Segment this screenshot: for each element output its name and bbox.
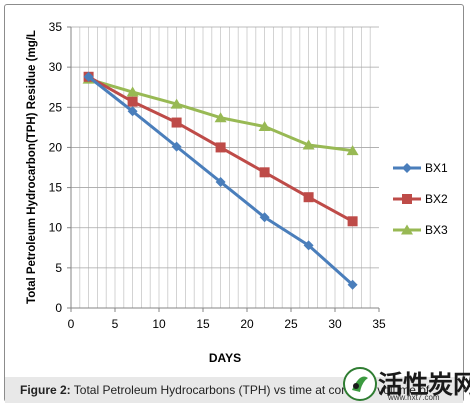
- watermark-url: www.hxt7.com: [388, 393, 440, 402]
- y-tick-label: 0: [55, 301, 62, 315]
- series-bx1: [83, 71, 358, 290]
- legend-item-bx2: BX2: [393, 192, 448, 206]
- data-point-bx2: [303, 192, 314, 203]
- y-tick-label: 30: [49, 60, 63, 74]
- x-tick-label: 30: [328, 317, 342, 331]
- x-tick-label: 5: [112, 317, 119, 331]
- data-point-bx3: [302, 139, 315, 150]
- legend-label-bx1: BX1: [425, 161, 448, 175]
- data-point-bx1: [83, 71, 94, 82]
- data-point-bx3: [346, 145, 359, 156]
- data-point-bx2: [127, 96, 138, 107]
- x-tick-label: 10: [152, 317, 166, 331]
- data-point-bx3: [170, 98, 183, 109]
- x-tick-labels: 0 5 10 15 20 25 30 35: [68, 308, 386, 331]
- legend-item-bx1: BX1: [393, 161, 448, 175]
- legend-marker-bx3: [401, 224, 413, 235]
- x-tick-label: 20: [240, 317, 254, 331]
- data-point-bx1: [127, 106, 138, 117]
- y-tick-label: 10: [49, 221, 63, 235]
- data-point-bx3: [126, 86, 139, 97]
- x-tick-label: 0: [68, 317, 75, 331]
- x-tick-label: 15: [196, 317, 210, 331]
- y-tick-label: 5: [55, 261, 62, 275]
- figure-caption: Figure 2: Total Petroleum Hydrocarbons (…: [20, 383, 429, 397]
- watermark: 活性炭网 www.hxt7.com: [340, 365, 470, 403]
- watermark-text: 活性炭网: [378, 370, 470, 399]
- legend-marker-bx1: [402, 163, 412, 173]
- legend-item-bx3: BX3: [393, 223, 448, 237]
- legend-label-bx2: BX2: [425, 192, 448, 206]
- x-tick-label: 25: [284, 317, 298, 331]
- legend-marker-bx2: [402, 194, 412, 204]
- caption-label: Figure 2:: [20, 383, 71, 397]
- series-layer: [82, 71, 359, 290]
- y-axis-title: Total Petroleum Hydrocarbon(TPH) Residue…: [26, 30, 38, 304]
- y-tick-labels: 0 5 10 15 20 25 30 35: [49, 20, 71, 315]
- caption-text: Total Petroleum Hydrocarbons (TPH) vs ti…: [70, 383, 430, 397]
- data-point-bx2: [171, 117, 182, 128]
- axes: [70, 27, 379, 309]
- y-tick-label: 25: [49, 100, 63, 114]
- data-point-bx1: [347, 279, 358, 290]
- data-point-bx1: [259, 212, 270, 223]
- data-point-bx1: [303, 240, 314, 251]
- watermark-logo: [343, 367, 377, 401]
- data-point-bx1: [215, 176, 226, 187]
- data-point-bx3: [258, 121, 271, 132]
- y-tick-label: 35: [49, 20, 63, 34]
- caption-bar: [5, 377, 463, 403]
- x-axis-title: DAYS: [209, 351, 241, 365]
- data-point-bx1: [171, 141, 182, 152]
- data-point-bx2: [259, 167, 270, 178]
- data-point-bx3: [214, 112, 227, 123]
- gridlines: [71, 26, 379, 308]
- data-point-bx2: [347, 216, 358, 227]
- y-tick-label: 20: [49, 140, 63, 154]
- y-tick-label: 15: [49, 181, 63, 195]
- x-tick-label: 35: [372, 317, 386, 331]
- data-point-bx2: [215, 142, 226, 153]
- legend-label-bx3: BX3: [425, 223, 448, 237]
- legend: BX1 BX2 BX3: [393, 161, 448, 237]
